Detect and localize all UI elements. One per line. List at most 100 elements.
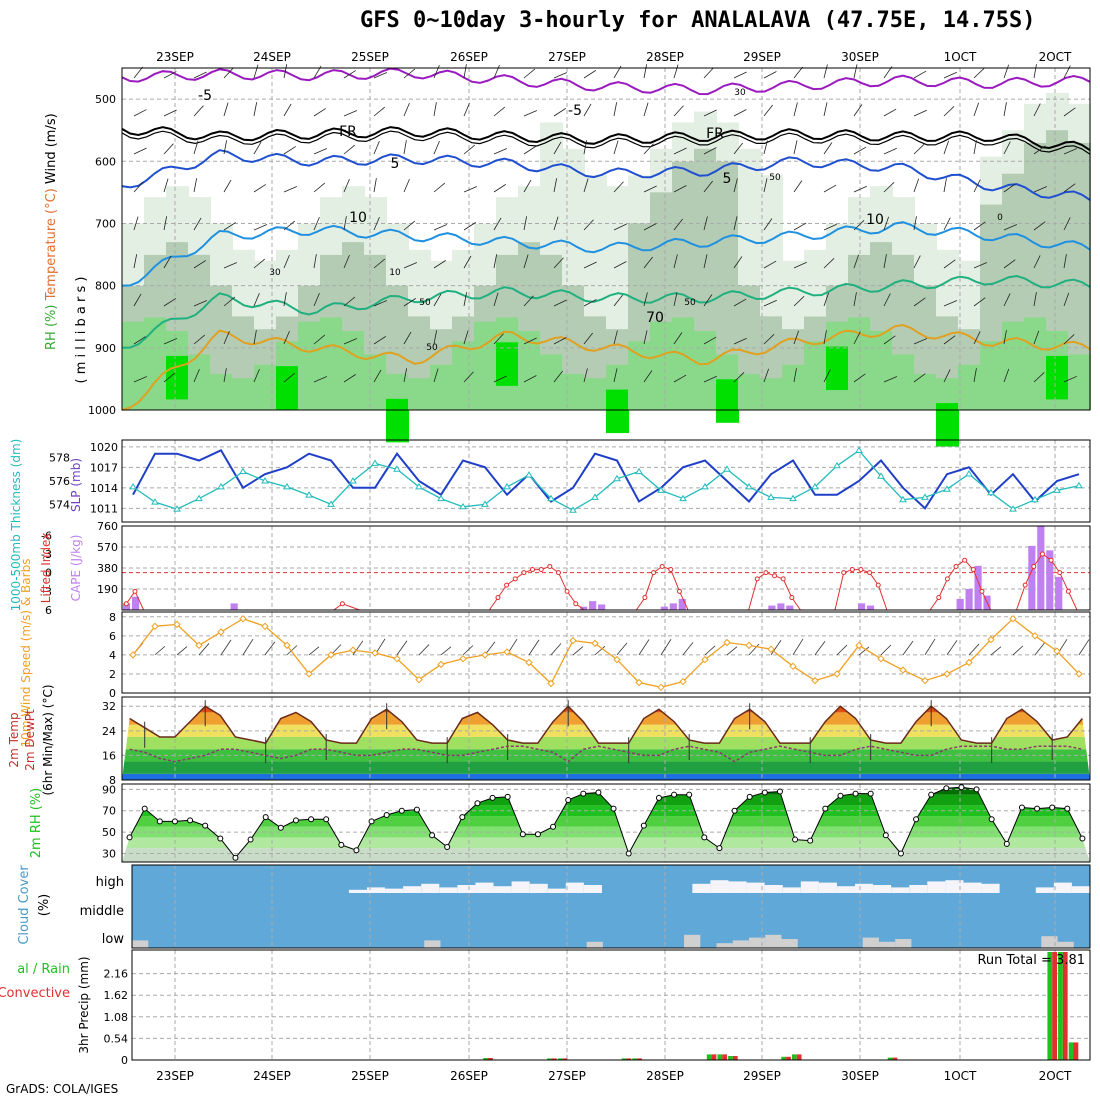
li-marker [564, 588, 570, 594]
wind-barb [343, 70, 356, 79]
wind-barb [1003, 64, 1010, 79]
wind-barb [373, 216, 380, 231]
cloud-low-cell [132, 940, 149, 948]
wind-barb [643, 64, 648, 79]
wind-barb [493, 148, 508, 155]
wind-barb [343, 110, 358, 117]
wind-barb [643, 292, 648, 307]
wind-barb [583, 178, 589, 193]
wind-barb [253, 64, 259, 79]
li-marker [962, 557, 968, 563]
wind-barb [733, 337, 747, 345]
wind-barb [673, 374, 687, 383]
wind-marker [525, 658, 533, 667]
wind-barb-10m [264, 641, 276, 656]
wind-barb [883, 216, 890, 231]
wind-barb-10m [1078, 639, 1090, 656]
wind-barb [613, 181, 624, 193]
rh-marker [565, 797, 572, 804]
wind-marker [393, 654, 401, 663]
wind-barb [223, 296, 236, 307]
cloud-low-cell [749, 937, 766, 948]
wind-barb [583, 103, 592, 117]
rh-marker [308, 816, 315, 823]
wind-marker [173, 620, 181, 629]
wind-barb [463, 371, 474, 383]
rh-ytick: 30 [102, 847, 116, 860]
thickness-marker [151, 498, 159, 505]
isotherm--5 [121, 67, 1091, 96]
rh-marker [292, 817, 299, 824]
rh-band [122, 848, 1090, 862]
contour-label: 50 [684, 298, 696, 308]
cape-bar [123, 603, 131, 610]
precip-conv-bar [1052, 952, 1058, 1060]
cloud-high-cell [493, 886, 512, 893]
wind-barb [583, 261, 597, 269]
wind-barb [133, 66, 144, 79]
rh-marker [217, 835, 224, 842]
precip-ytick: 0.54 [104, 1032, 129, 1045]
li-marker [530, 567, 536, 573]
thickness-marker [987, 488, 995, 496]
rh-dark-cell [254, 364, 277, 410]
contour-label: 5 [391, 156, 400, 172]
wind-barb [943, 106, 955, 117]
cloud-high-cell [909, 885, 928, 893]
rh-dark-cell [1024, 317, 1047, 410]
rh-dark-cell [408, 378, 431, 410]
rh-green-cell [826, 346, 849, 391]
wind-barb [193, 71, 207, 79]
wind-barb [133, 216, 139, 231]
wind-barb [583, 332, 593, 345]
wind-barb [313, 148, 328, 155]
li-marker [936, 595, 942, 601]
isotherm-15 [121, 274, 1091, 349]
wind-barb [463, 64, 467, 79]
wind-side-label: Wind (m/s) [44, 113, 59, 184]
wind-barb [163, 255, 172, 269]
thickness-marker [855, 446, 863, 453]
wind-marker [789, 662, 797, 671]
thickness-marker [921, 493, 929, 500]
wind-barb [643, 256, 653, 269]
li-marker [858, 567, 864, 573]
ua-ytick: 700 [95, 217, 116, 230]
thickness-marker [525, 471, 533, 478]
wind-barb [703, 336, 717, 345]
cloud-high-cell [403, 886, 422, 893]
contour-label: FR [706, 126, 724, 142]
date-label-bottom: 27SEP [548, 1069, 586, 1083]
wind-barb [1063, 217, 1071, 231]
cloud-high-cell [511, 881, 530, 893]
wind-barb [553, 216, 559, 231]
li-marker [538, 567, 544, 573]
wind-barb [733, 298, 747, 307]
wind-barb [163, 143, 174, 155]
wind-barb [763, 140, 768, 155]
rh-marker [1049, 804, 1056, 811]
wind-barb [583, 219, 594, 231]
precip-frame [131, 949, 1091, 1061]
chart-title: GFS 0~10day 3-hourly for ANALALAVA (47.7… [360, 8, 1036, 33]
cloud-high-cell [927, 881, 946, 893]
wind-barb [403, 220, 416, 231]
wind-barb [643, 143, 654, 155]
rh-marker [141, 805, 148, 812]
wind-barb [493, 333, 504, 345]
wind-barb [133, 254, 138, 269]
wind-barb [1033, 330, 1040, 345]
rh-marker [126, 834, 133, 841]
rh-marker [232, 854, 239, 861]
li-marker [521, 570, 527, 576]
wind-barb [343, 178, 350, 193]
wind-barb [433, 182, 446, 193]
temp-line [129, 705, 1083, 744]
wind-barb [943, 335, 956, 345]
precip-total-bar [557, 1058, 563, 1060]
thickness-marker [899, 495, 907, 503]
precip-conv-bar [488, 1058, 493, 1060]
wind-marker [415, 675, 423, 684]
rh-dark-cell [958, 364, 981, 410]
wind-barb [313, 376, 328, 383]
